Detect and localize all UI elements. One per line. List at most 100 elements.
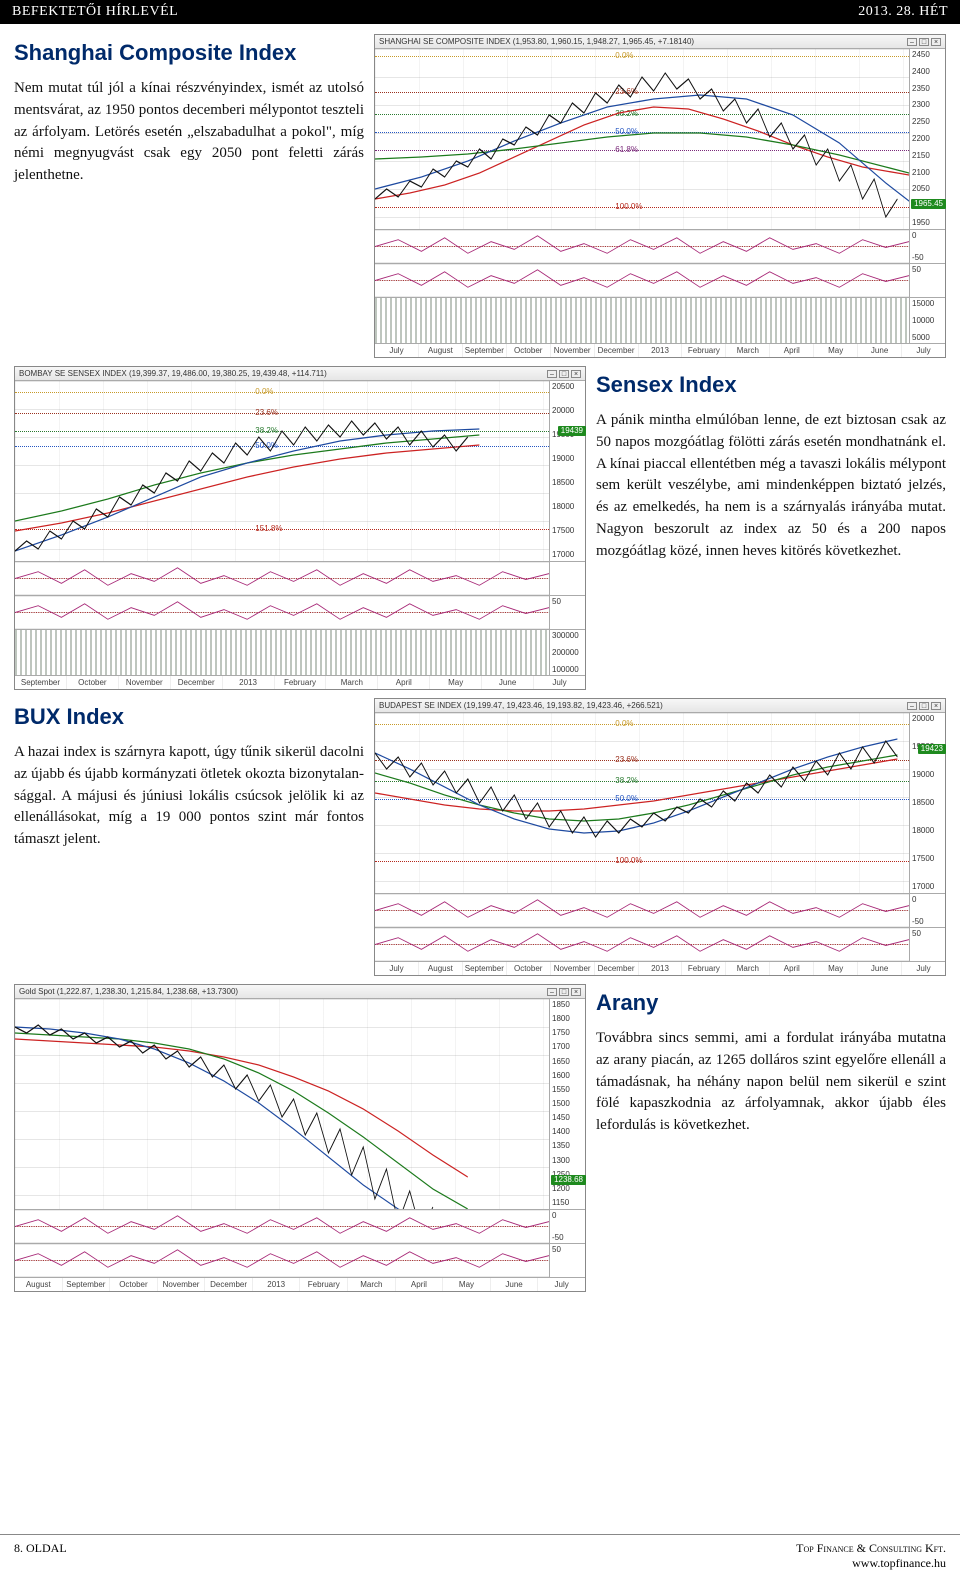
y-tick: 17500 [912,855,943,863]
row-bux: BUX Index A hazai index is szárnyra kapo… [14,698,946,976]
footer-company: Top Finance & Consulting Kft. [796,1541,946,1556]
x-tick: July [902,962,945,975]
price-line [375,741,897,837]
indicator-panel-osc: 0-50 [15,1209,585,1243]
x-tick: November [551,344,595,357]
x-tick: March [348,1278,396,1291]
x-tick: April [770,344,814,357]
row-shanghai: Shanghai Composite Index Nem mutat túl j… [14,34,946,358]
minimize-icon[interactable]: – [907,702,917,710]
chart-x-axis: SeptemberOctoberNovemberDecember2013Febr… [15,675,585,689]
indicator-plot [375,264,909,297]
indicator-panel-osc: 0-50 [375,229,945,263]
x-tick: May [443,1278,491,1291]
indicator-tick: 0 [912,895,943,904]
chart-window-controls: –□× [547,988,581,996]
y-tick: 1700 [552,1043,583,1051]
indicator-y-axis: 50 [549,596,585,629]
y-tick: 2250 [912,118,943,126]
minimize-icon[interactable]: – [547,370,557,378]
y-tick: 2200 [912,135,943,143]
maximize-icon[interactable]: □ [559,370,569,378]
bux-chart: BUDAPEST SE INDEX (19,199.47, 19,423.46,… [374,698,946,976]
x-tick: March [726,344,770,357]
y-tick: 18000 [912,827,943,835]
indicator-tick: 0 [912,231,943,240]
x-tick: August [419,962,463,975]
x-tick: September [63,1278,111,1291]
bux-title: BUX Index [14,704,364,730]
footer: 8. OLDAL Top Finance & Consulting Kft. w… [0,1534,960,1583]
x-tick: June [858,344,902,357]
indicator-plot [15,630,549,675]
gold-chart-col: Gold Spot (1,222.87, 1,238.30, 1,215.84,… [14,984,586,1292]
x-tick: May [430,676,482,689]
maximize-icon[interactable]: □ [919,38,929,46]
indicator-panel-osc2: 50 [375,263,945,297]
x-tick: October [110,1278,158,1291]
sensex-chart: BOMBAY SE SENSEX INDEX (19,399.37, 19,48… [14,366,586,690]
current-price-tick: 19423 [910,742,946,756]
y-tick: 17000 [912,883,943,891]
oscillator-line [15,602,549,619]
x-tick: September [463,344,507,357]
x-tick: April [770,962,814,975]
close-icon[interactable]: × [931,702,941,710]
indicator-plot [15,1244,549,1277]
indicator-y-axis [549,562,585,595]
chart-plot-area [15,999,549,1209]
indicator-y-axis: 0-50 [909,894,945,927]
minimize-icon[interactable]: – [547,988,557,996]
moving-average-line [15,1033,468,1209]
indicator-tick: 5000 [912,333,943,342]
chart-price-panel: 0.0%23.6%38.2%50.0%61.8%100.0%2450240023… [375,49,945,229]
x-tick: February [300,1278,348,1291]
shanghai-text-col: Shanghai Composite Index Nem mutat túl j… [14,34,364,358]
moving-average-line [15,435,479,521]
indicator-plot [15,562,549,595]
chart-titlebar: BOMBAY SE SENSEX INDEX (19,399.37, 19,48… [15,367,585,381]
chart-x-axis: JulyAugustSeptemberOctoberNovemberDecemb… [375,343,945,357]
price-line [15,1025,433,1209]
y-tick: 19000 [552,455,583,463]
current-price-tick: 1965.45 [910,197,946,211]
indicator-y-axis: 0-50 [909,230,945,263]
y-tick: 1550 [552,1086,583,1094]
x-tick: September [15,676,67,689]
chart-window-controls: –□× [907,38,941,46]
x-tick: 2013 [253,1278,301,1291]
y-tick: 1300 [552,1157,583,1165]
sensex-text-col: Sensex Index A pánik mintha elmúlóban le… [596,366,946,690]
maximize-icon[interactable]: □ [919,702,929,710]
arany-body: Továbbra sincs semmi, ami a fordulat irá… [596,1028,946,1137]
x-tick: June [482,676,534,689]
y-tick: 19000 [912,771,943,779]
indicator-y-axis: 15000100005000 [909,298,945,343]
x-tick: 2013 [639,344,683,357]
minimize-icon[interactable]: – [907,38,917,46]
chart-price-panel: 1850180017501700165016001550150014501400… [15,999,585,1209]
maximize-icon[interactable]: □ [559,988,569,996]
close-icon[interactable]: × [571,988,581,996]
x-tick: November [551,962,595,975]
y-tick: 18500 [912,799,943,807]
close-icon[interactable]: × [931,38,941,46]
indicator-tick: 15000 [912,299,943,308]
y-tick: 17000 [552,551,583,559]
gold-chart: Gold Spot (1,222.87, 1,238.30, 1,215.84,… [14,984,586,1292]
x-tick: August [419,344,463,357]
header-right: 2013. 28. HÉT [858,4,948,20]
moving-average-line [15,1027,468,1209]
row-sensex: BOMBAY SE SENSEX INDEX (19,399.37, 19,48… [14,366,946,690]
indicator-plot [375,298,909,343]
header-bar: BEFEKTETŐI HÍRLEVÉL 2013. 28. HÉT [0,0,960,24]
y-tick: 20000 [552,407,583,415]
y-tick: 2350 [912,85,943,93]
close-icon[interactable]: × [571,370,581,378]
x-tick: February [275,676,327,689]
indicator-panel-osc2: 50 [375,927,945,961]
x-tick: December [171,676,223,689]
x-tick: December [205,1278,253,1291]
price-line [375,73,897,217]
y-tick: 1750 [552,1029,583,1037]
